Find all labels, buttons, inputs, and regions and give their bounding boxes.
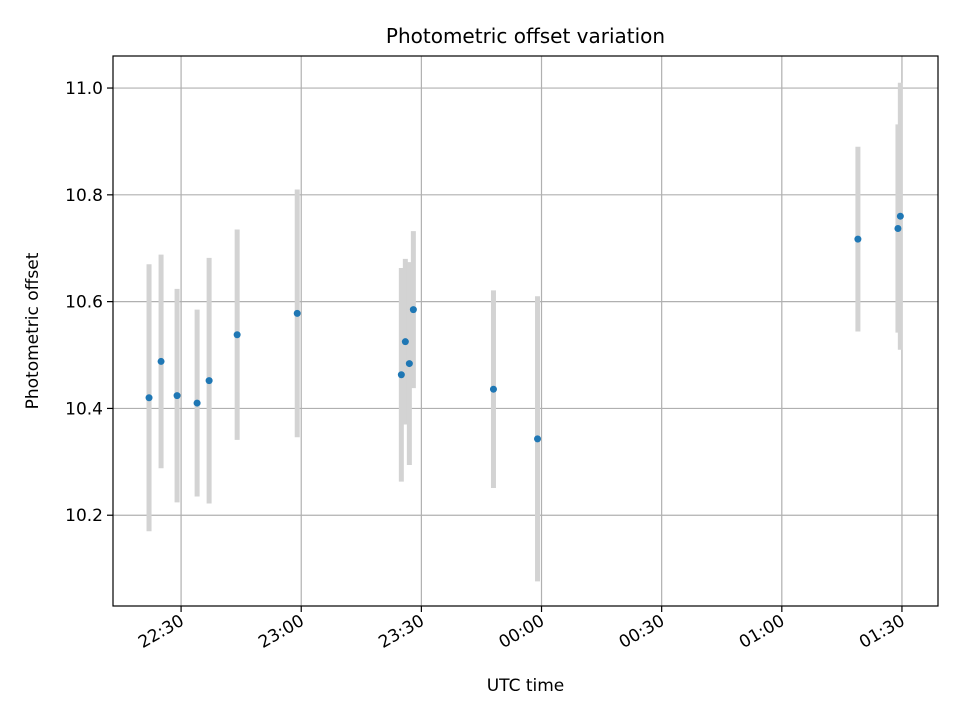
y-axis-ticks: 10.2 10.4 10.6 10.8 11.0 xyxy=(65,79,113,526)
data-point xyxy=(405,360,413,368)
data-point xyxy=(193,399,201,407)
data-point xyxy=(894,224,902,232)
data-point xyxy=(157,357,165,365)
data-point xyxy=(489,385,497,393)
data-point xyxy=(145,394,153,402)
data-point xyxy=(205,377,213,385)
data-point xyxy=(854,235,862,243)
data-point xyxy=(401,338,409,346)
data-point xyxy=(397,371,405,379)
y-tick-label: 11.0 xyxy=(65,79,103,99)
data-point xyxy=(173,392,181,400)
y-tick-label: 10.2 xyxy=(65,506,103,526)
y-axis-title: Photometric offset xyxy=(23,252,43,409)
grid xyxy=(113,56,938,606)
x-axis-title: UTC time xyxy=(487,676,565,696)
data-point xyxy=(233,331,241,339)
chart-title: Photometric offset variation xyxy=(386,24,665,48)
y-tick-label: 10.8 xyxy=(65,186,103,206)
data-point xyxy=(293,309,301,317)
plot-frame xyxy=(112,55,939,607)
data-point xyxy=(896,212,904,220)
data-point xyxy=(534,435,542,443)
y-tick-label: 10.6 xyxy=(65,293,103,313)
data-points xyxy=(145,212,904,443)
y-tick-label: 10.4 xyxy=(65,399,103,419)
data-point xyxy=(409,306,417,314)
